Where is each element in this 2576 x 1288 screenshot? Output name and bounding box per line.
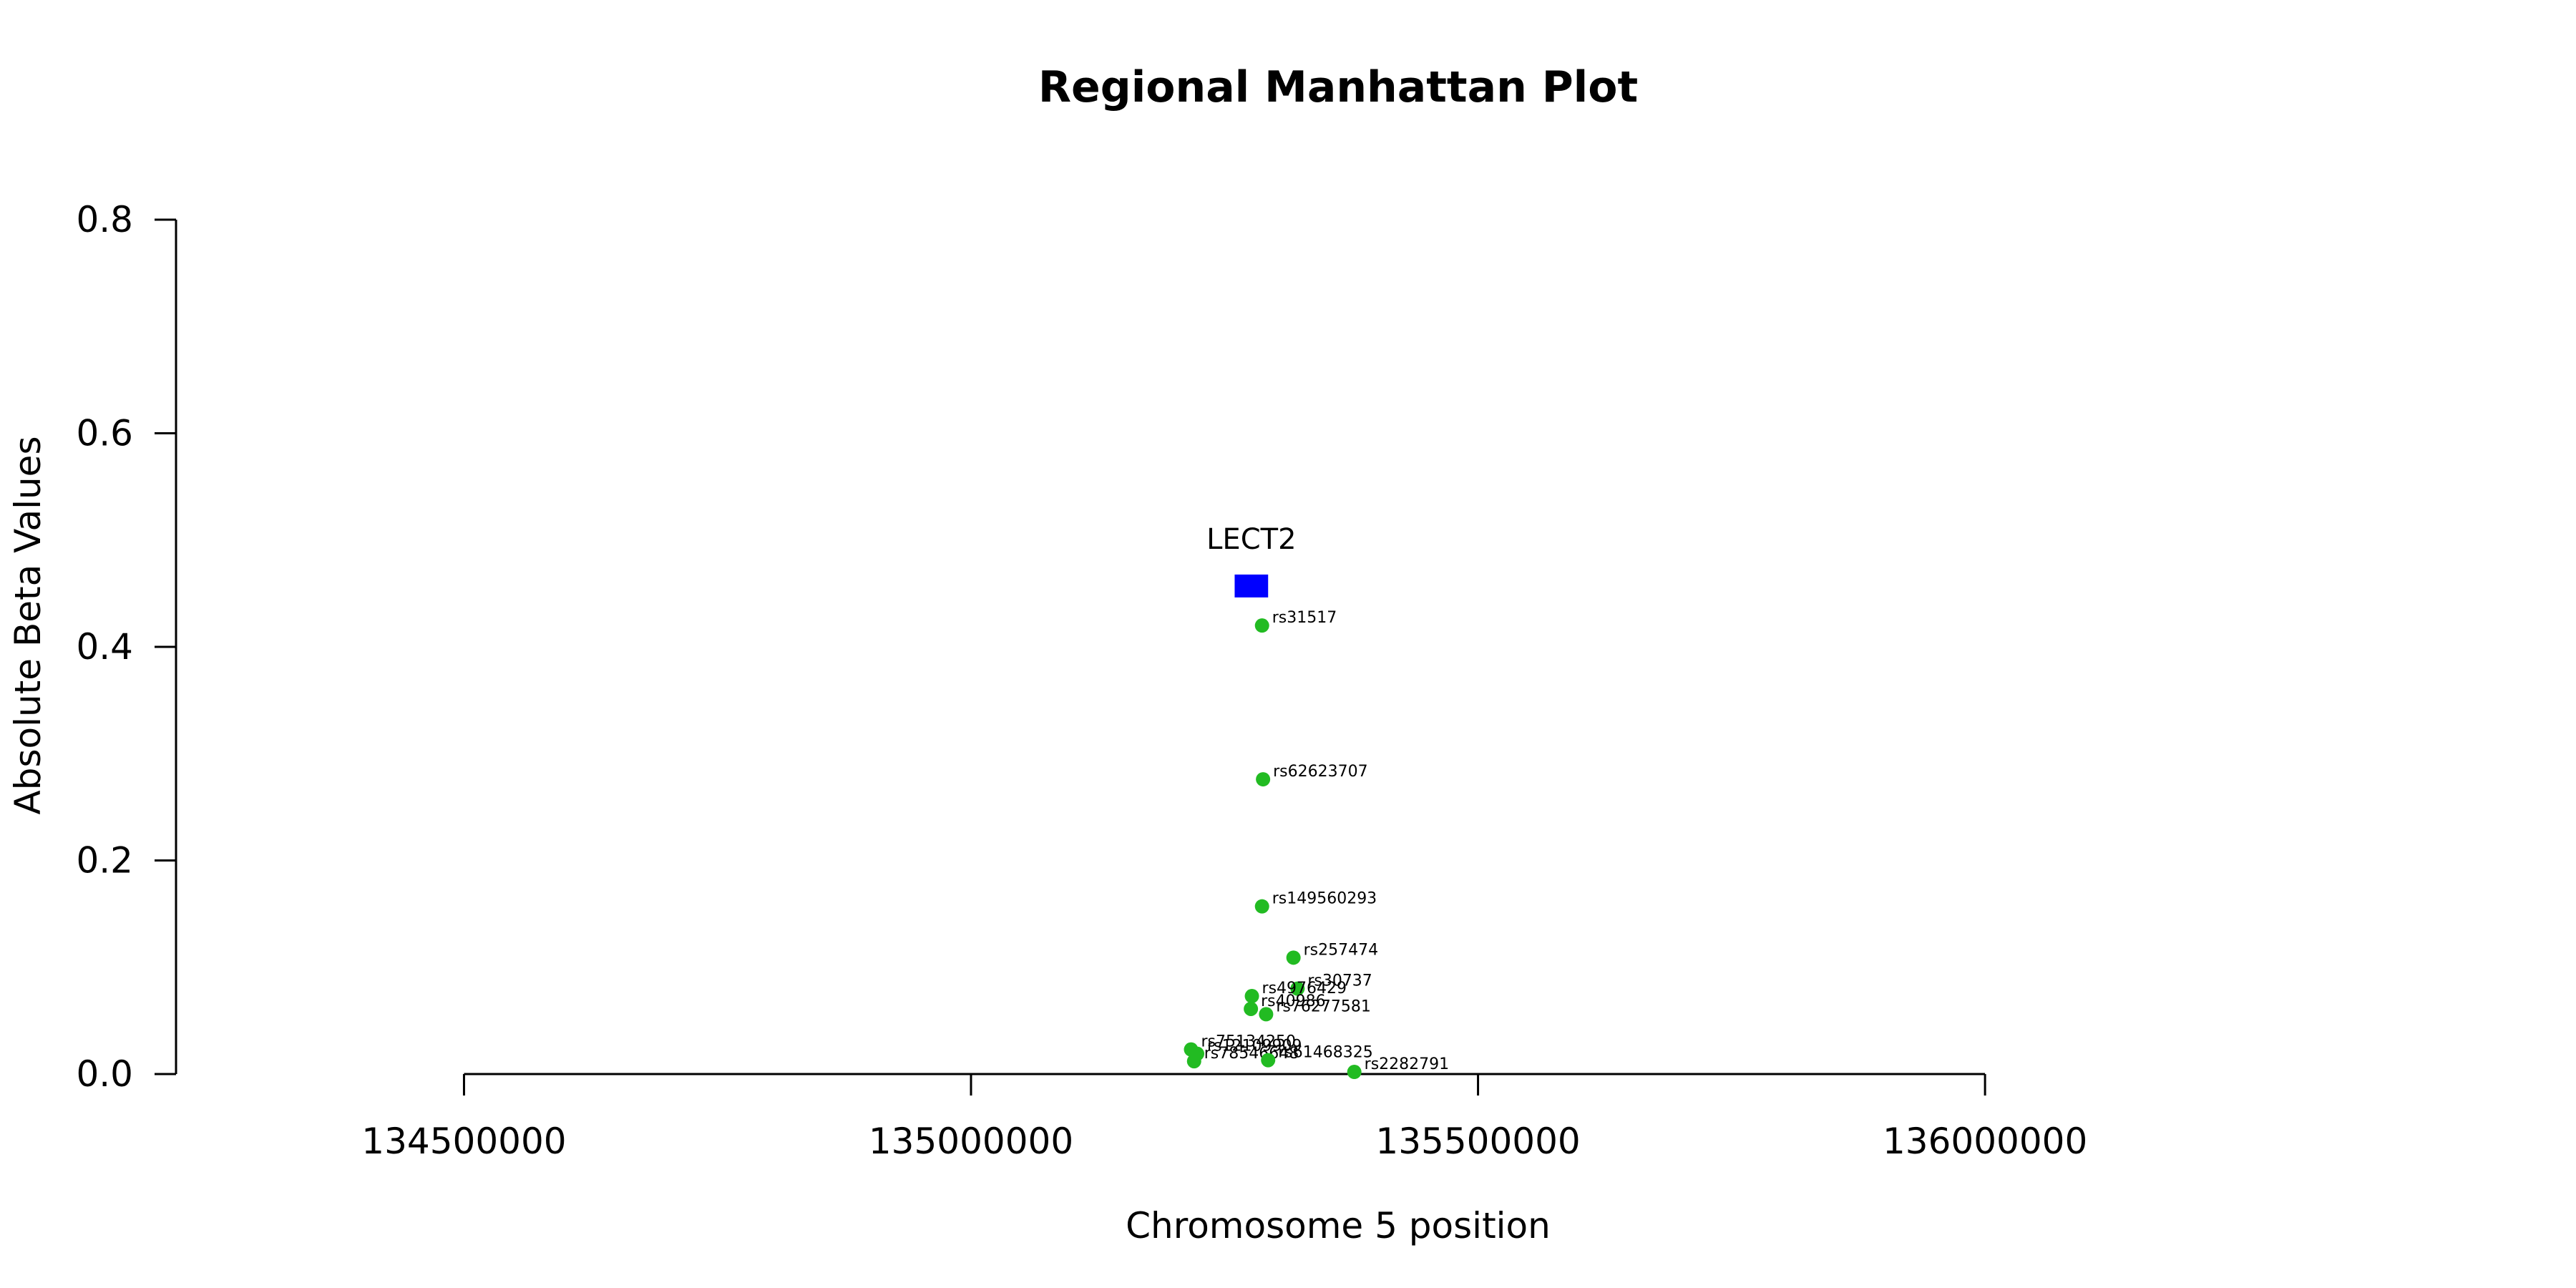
snp-label: rs62623707: [1273, 763, 1367, 781]
snp-label: rs4976429: [1262, 980, 1347, 997]
snp-point: [1244, 989, 1259, 1004]
snp-label: rs75134250: [1201, 1033, 1296, 1051]
chart-title: Regional Manhattan Plot: [1038, 62, 1638, 112]
snp-point: [1286, 950, 1301, 965]
snp-point: [1259, 1007, 1274, 1022]
y-tick-label: 0.6: [76, 413, 133, 454]
snp-point: [1347, 1065, 1362, 1080]
snp-label: rs149560293: [1272, 890, 1377, 908]
snp-point: [1244, 1001, 1259, 1016]
y-axis-label: Absolute Beta Values: [7, 436, 49, 815]
x-tick-label: 136000000: [1883, 1121, 2087, 1162]
x-axis: 134500000 135000000 135500000 136000000: [361, 1073, 2087, 1162]
snp-points: rs31517 rs62623707 rs149560293 rs257474 rs30…: [1184, 609, 1450, 1080]
x-axis-label: Chromosome 5 position: [1126, 1205, 1551, 1246]
snp-label: rs61468325: [1278, 1044, 1372, 1062]
gene-track: LECT2: [1206, 523, 1297, 597]
y-tick-label: 0.0: [76, 1053, 133, 1095]
snp-label: rs2282791: [1365, 1055, 1450, 1073]
snp-label: rs257474: [1304, 941, 1379, 959]
snp-point: [1186, 1054, 1201, 1069]
snp-label: rs78546648: [1204, 1045, 1299, 1063]
y-tick-label: 0.2: [76, 840, 133, 882]
y-axis: 0.0 0.2 0.4 0.6 0.8: [76, 199, 177, 1095]
snp-point: [1261, 1053, 1276, 1068]
snp-label: rs31517: [1272, 609, 1337, 627]
snp-point: [1254, 618, 1269, 633]
snp-point: [1256, 772, 1271, 787]
gene-lect2: [1234, 574, 1269, 597]
snp-label: rs30737: [1307, 972, 1372, 990]
snp-label: rs76277581: [1276, 997, 1370, 1015]
x-tick-label: 134500000: [361, 1121, 566, 1162]
snp-label: rs12109909: [1207, 1038, 1302, 1055]
x-tick-label: 135500000: [1375, 1121, 1580, 1162]
y-tick-label: 0.4: [76, 626, 133, 668]
y-tick-label: 0.8: [76, 199, 133, 240]
snp-label: rs40986: [1261, 992, 1326, 1010]
snp-point: [1254, 899, 1269, 914]
gene-label: LECT2: [1206, 523, 1296, 556]
snp-point: [1290, 981, 1305, 996]
x-tick-label: 135000000: [869, 1121, 1073, 1162]
